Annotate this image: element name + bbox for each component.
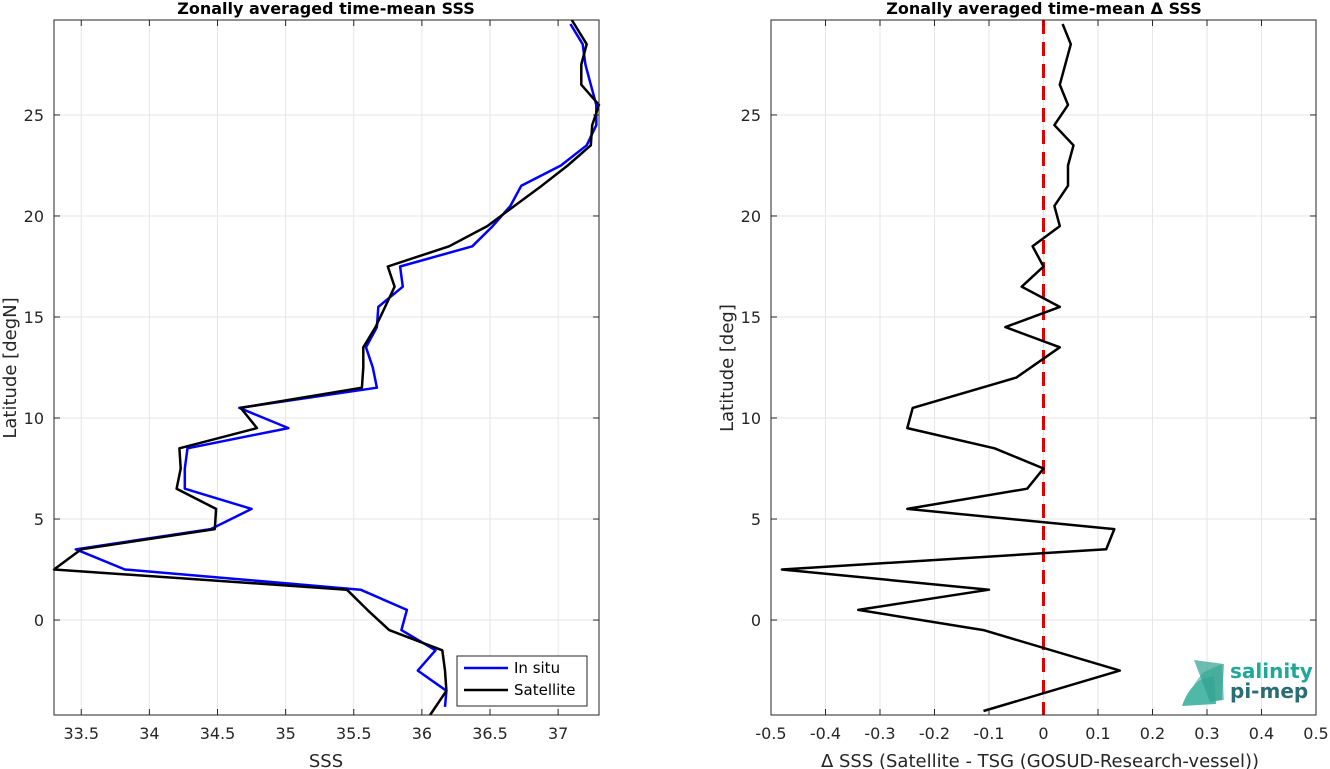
right-y-label: Latitude [deg] [717, 304, 738, 432]
x-tick-label: -0.1 [973, 724, 1004, 743]
y-tick-label: 5 [751, 510, 761, 529]
logo-wave-back-icon [1194, 660, 1224, 702]
left-plot: 33.5 34 34.5 35 35.5 36 36.5 37 0 5 10 15 20 25 Zona… [0, 0, 601, 769]
x-tick-label: 34 [139, 724, 159, 743]
x-tick-label: -0.3 [864, 724, 895, 743]
left-plot-area [54, 20, 599, 715]
series-line-delta-sss [780, 23, 1122, 713]
x-tick-label: 37 [548, 724, 568, 743]
left-axes-box [53, 19, 600, 716]
series-line-satellite [52, 19, 601, 716]
y-tick-label: 10 [741, 409, 761, 428]
left-x-ticks: 33.5 34 34.5 35 35.5 36 36.5 37 [63, 20, 568, 743]
y-tick-label: 0 [34, 611, 44, 630]
left-x-label: SSS [309, 751, 343, 769]
y-tick-label: 20 [24, 207, 44, 226]
x-tick-label: -0.2 [919, 724, 950, 743]
y-tick-label: 15 [24, 308, 44, 327]
left-grid [54, 20, 599, 715]
y-tick-label: 20 [741, 207, 761, 226]
legend: In situ Satellite [456, 655, 588, 707]
salinity-pi-mep-logo: salinity pi-mep [1182, 659, 1313, 706]
x-tick-label: 0.3 [1194, 724, 1219, 743]
x-tick-label: 34.5 [200, 724, 236, 743]
y-tick-label: 10 [24, 409, 44, 428]
right-y-ticks: 0 5 10 15 20 25 [741, 106, 1316, 630]
x-tick-label: 0.1 [1085, 724, 1110, 743]
logo-text-salinity: salinity [1230, 659, 1313, 683]
x-tick-label: 0.5 [1303, 724, 1328, 743]
y-tick-label: 25 [24, 106, 44, 125]
left-y-ticks: 0 5 10 15 20 25 [24, 106, 599, 630]
legend-box [456, 655, 588, 707]
y-tick-label: 0 [751, 611, 761, 630]
right-plot: -0.5 -0.4 -0.3 -0.2 -0.1 0 0.1 0.2 0.3 0.4 0.5 0 5 1… [717, 0, 1329, 769]
y-tick-label: 5 [34, 510, 44, 529]
x-tick-label: 0.2 [1140, 724, 1165, 743]
x-tick-label: 0.4 [1249, 724, 1274, 743]
right-x-ticks: -0.5 -0.4 -0.3 -0.2 -0.1 0 0.1 0.2 0.3 0.4 0.5 [755, 20, 1329, 743]
left-series [52, 19, 601, 716]
x-tick-label: 0 [1038, 724, 1048, 743]
x-tick-label: 33.5 [63, 724, 99, 743]
right-x-label: Δ SSS (Satellite - TSG (GOSUD-Research-v… [821, 751, 1259, 769]
logo-text-pi-mep: pi-mep [1230, 679, 1308, 703]
x-tick-label: 35.5 [336, 724, 372, 743]
x-tick-label: 35 [275, 724, 295, 743]
x-tick-label: 36.5 [472, 724, 508, 743]
legend-satellite-label: Satellite [514, 681, 575, 699]
series-line-in-situ [74, 23, 598, 708]
left-title: Zonally averaged time-mean SSS [177, 0, 475, 18]
y-tick-label: 15 [741, 308, 761, 327]
right-series [780, 20, 1122, 715]
x-tick-label: 36 [412, 724, 432, 743]
left-y-label: Latitude [degN] [0, 297, 21, 438]
legend-in-situ-label: In situ [514, 659, 560, 677]
y-tick-label: 25 [741, 106, 761, 125]
x-tick-label: -0.4 [810, 724, 841, 743]
right-title: Zonally averaged time-mean Δ SSS [886, 0, 1202, 18]
x-tick-label: -0.5 [755, 724, 786, 743]
